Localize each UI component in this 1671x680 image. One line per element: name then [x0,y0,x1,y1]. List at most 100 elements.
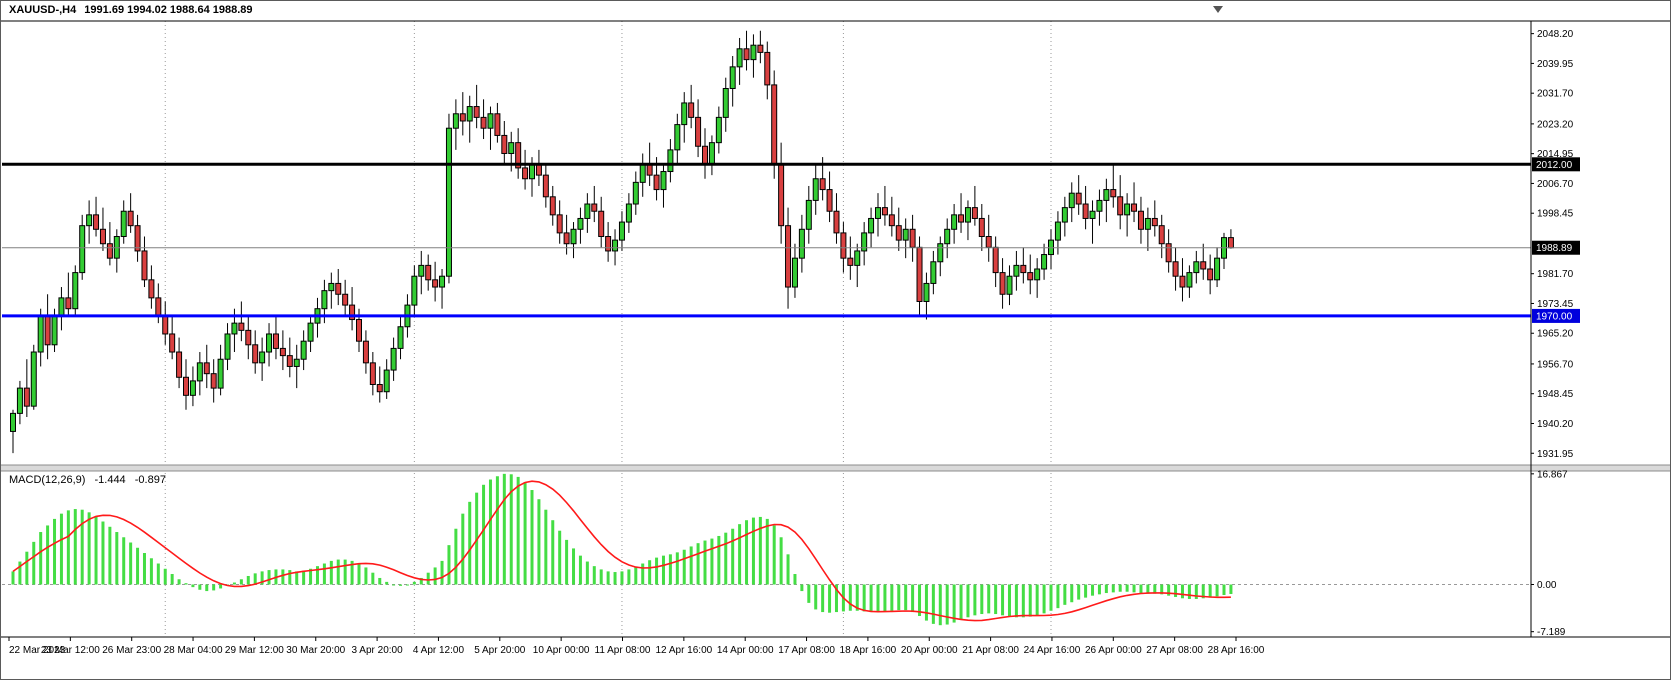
macd-histogram-bar [675,552,679,585]
price-axis-label: 1948.45 [1537,389,1574,400]
macd-histogram-bar [717,535,721,585]
bear-candle-body [971,207,978,219]
bear-candle-body [695,116,702,147]
macd-histogram-bar [1187,584,1191,599]
bear-candle-body [349,304,356,321]
bull-candle-body [328,282,335,292]
bear-candle-body [473,106,480,118]
price-badge-text: 2012.00 [1536,160,1573,171]
time-axis-label: 27 Apr 08:00 [1146,645,1203,656]
bear-candle-body [888,214,895,227]
macd-histogram-bar [544,509,548,585]
bull-candle-body [397,326,404,349]
macd-histogram-bar [814,584,818,610]
bear-candle-body [881,207,888,216]
bear-candle-body [771,84,778,165]
bull-candle-body [390,347,397,371]
bear-candle-body [272,333,279,349]
bull-candle-body [861,232,868,252]
macd-histogram-bar [454,528,458,585]
bear-candle-body [916,246,923,302]
time-axis-label: 23 Mar 12:00 [41,645,100,656]
chart-shift-marker-icon[interactable] [1213,6,1223,13]
macd-histogram-bar [599,569,603,585]
macd-histogram-bar [405,584,409,586]
bear-candle-body [591,203,598,212]
macd-histogram-bar [959,584,963,620]
bull-candle-body [51,315,58,346]
macd-histogram-bar [1070,584,1074,603]
bear-candle-body [432,279,439,288]
macd-histogram-bar [1056,584,1060,609]
bear-candle-body [833,210,840,234]
macd-axis-label: -7.189 [1537,627,1566,638]
bear-candle-body [369,362,376,386]
macd-histogram-bar [239,579,243,585]
macd-histogram-bar [1091,584,1095,596]
macd-histogram-bar [461,513,465,585]
macd-histogram-bar [1014,584,1018,618]
bear-candle-body [169,333,176,353]
bear-candle-body [909,228,916,248]
macd-histogram-bar [641,563,645,585]
time-axis-label: 10 Apr 00:00 [533,645,590,656]
macd-histogram-bar [1167,584,1171,596]
macd-histogram-bar [336,559,340,585]
bull-candle-body [189,380,196,396]
macd-histogram-bar [731,528,735,585]
bull-candle-body [10,412,16,432]
macd-histogram-bar [11,571,15,585]
bull-candle-body [639,163,646,183]
macd-histogram-bar [1125,584,1129,592]
time-axis-label: 11 Apr 08:00 [595,645,651,656]
macd-histogram-bar [924,584,928,621]
macd-histogram-bar [1118,584,1122,592]
bull-candle-body [722,88,729,118]
macd-histogram-bar [848,584,852,611]
time-axis-label: 4 Apr 12:00 [413,645,465,656]
macd-histogram-bar [620,571,624,585]
macd-histogram-bar [613,572,617,585]
macd-histogram-bar [655,557,659,585]
bear-candle-body [778,163,785,227]
bull-candle-body [1034,268,1041,281]
bear-candle-body [764,51,771,86]
bear-candle-body [134,225,141,252]
bull-candle-body [812,178,819,201]
pane-splitter[interactable] [1,465,1671,471]
bear-candle-body [1207,268,1214,281]
bear-candle-body [549,196,556,216]
bear-candle-body [44,315,51,346]
ohlc-values-label: 1991.69 1994.02 1988.64 1988.89 [84,4,253,16]
bull-candle-body [715,116,722,144]
time-axis-label: 14 Apr 00:00 [717,645,774,656]
macd-histogram-bar [828,584,832,613]
macd-histogram-bar [772,525,776,585]
time-axis-label: 3 Apr 20:00 [352,645,404,656]
bear-candle-body [1075,192,1082,205]
bull-candle-body [16,387,23,414]
price-axis-label: 1940.20 [1537,419,1574,430]
macd-histogram-bar [94,516,98,585]
macd-histogram-bar [578,555,582,585]
bear-candle-body [1151,217,1158,227]
macd-histogram-bar [18,561,22,585]
bull-candle-body [632,181,639,205]
bull-candle-body [1041,254,1048,270]
macd-histogram-bar [309,568,313,585]
bull-candle-body [293,358,300,367]
bull-candle-body [1103,189,1110,201]
bull-candle-body [750,44,757,61]
time-axis[interactable] [1,637,1531,680]
time-axis-label: 12 Apr 16:00 [655,645,712,656]
bull-candle-body [529,163,535,180]
macd-histogram-bar [281,569,285,585]
bull-candle-body [570,228,577,245]
bull-candle-body [1061,207,1068,223]
macd-histogram-bar [738,524,742,585]
bear-candle-body [542,174,549,198]
bear-candle-body [840,232,847,259]
macd-histogram-bar [834,584,838,613]
bull-candle-body [1193,261,1200,274]
